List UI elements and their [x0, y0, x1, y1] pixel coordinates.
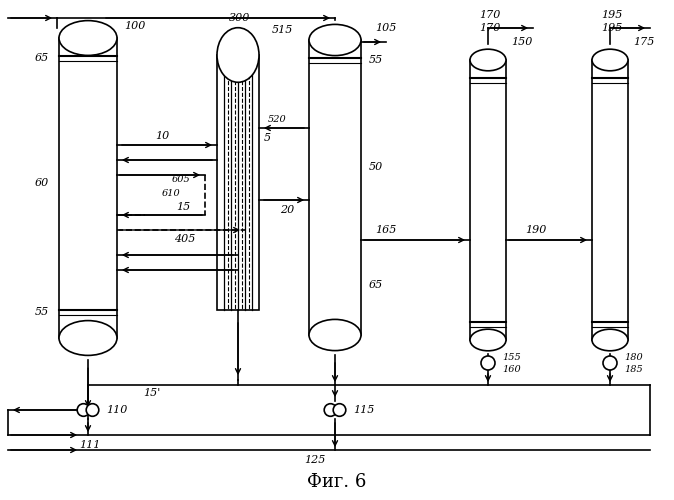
Text: 520: 520	[268, 114, 286, 124]
Text: 195: 195	[601, 10, 623, 20]
Text: 10: 10	[155, 131, 169, 141]
Text: 180: 180	[624, 354, 643, 362]
Text: 15: 15	[176, 202, 190, 212]
Circle shape	[333, 404, 346, 416]
Polygon shape	[470, 60, 506, 340]
Ellipse shape	[59, 20, 117, 56]
Text: 100: 100	[124, 21, 146, 31]
Circle shape	[603, 356, 617, 370]
Text: 55: 55	[35, 307, 49, 317]
Polygon shape	[592, 60, 628, 340]
Text: 605: 605	[171, 176, 190, 184]
Text: 175: 175	[633, 37, 654, 47]
Text: 610: 610	[161, 188, 180, 198]
Text: 185: 185	[624, 364, 643, 374]
Text: 110: 110	[106, 405, 127, 415]
Text: 65: 65	[35, 53, 49, 63]
Polygon shape	[309, 40, 361, 335]
Ellipse shape	[59, 320, 117, 356]
Text: 105: 105	[375, 23, 396, 33]
Text: 195: 195	[601, 23, 623, 33]
Text: 125: 125	[305, 455, 326, 465]
Ellipse shape	[592, 329, 628, 351]
Ellipse shape	[309, 320, 361, 350]
Text: 190: 190	[525, 225, 547, 235]
Ellipse shape	[217, 28, 259, 82]
Ellipse shape	[592, 49, 628, 71]
Polygon shape	[59, 38, 117, 338]
Text: 65: 65	[369, 280, 384, 290]
Text: 115: 115	[353, 405, 374, 415]
Text: 515: 515	[272, 24, 293, 34]
Text: 111: 111	[79, 440, 100, 450]
Text: 50: 50	[369, 162, 384, 172]
Text: 160: 160	[502, 364, 521, 374]
Text: 15': 15'	[144, 388, 160, 398]
Text: 60: 60	[35, 178, 49, 188]
Text: 170: 170	[479, 23, 501, 33]
Ellipse shape	[470, 49, 506, 71]
Text: 170: 170	[479, 10, 501, 20]
Text: 155: 155	[502, 354, 521, 362]
Ellipse shape	[309, 24, 361, 56]
Circle shape	[86, 404, 99, 416]
Circle shape	[324, 404, 337, 416]
Text: 55: 55	[369, 55, 384, 65]
Text: 20: 20	[280, 205, 294, 215]
Text: 405: 405	[175, 234, 195, 244]
Text: 5: 5	[264, 133, 270, 143]
Ellipse shape	[470, 329, 506, 351]
Circle shape	[78, 404, 90, 416]
Text: 150: 150	[511, 37, 532, 47]
Polygon shape	[217, 55, 259, 310]
Text: 300: 300	[229, 12, 251, 22]
Text: Фиг. 6: Фиг. 6	[307, 473, 367, 491]
Text: 165: 165	[375, 225, 397, 235]
Circle shape	[481, 356, 495, 370]
